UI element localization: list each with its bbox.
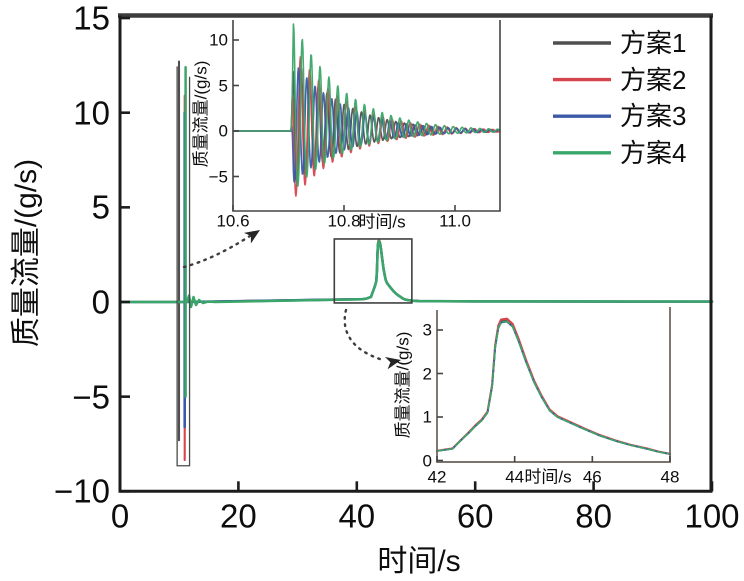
top-inset-series-line-4 — [233, 23, 500, 187]
main-y-tick-label: 15 — [73, 0, 110, 37]
bottom-inset-y-tick-label: 0 — [422, 451, 432, 470]
main-series-line-4 — [118, 66, 714, 398]
main-x-axis-label: 时间/s — [377, 545, 461, 578]
bottom-inset-x-tick-label: 46 — [582, 467, 602, 487]
main-x-tick-label: 60 — [456, 497, 494, 535]
bottom-inset-y-tick-label: 3 — [422, 320, 432, 340]
zoom-arrow-head — [244, 230, 260, 244]
bump-zoom-box — [333, 238, 413, 304]
bottom-inset-x-tick-label: 42 — [427, 467, 447, 487]
top-inset-x-axis-label: 时间/s — [358, 212, 406, 232]
main-y-tick-label: 10 — [73, 94, 110, 132]
main-x-tick-label: 20 — [220, 497, 257, 535]
main-x-tick-label: 0 — [110, 497, 130, 535]
zoom-arrow-bump-to-bottom-inset — [343, 308, 385, 362]
bottom-inset-y-axis-label: 质量流量/(g/s) — [393, 331, 413, 439]
main-y-tick-label: −10 — [54, 472, 110, 510]
top-inset-y-tick-label: 5 — [218, 76, 228, 95]
main-x-tick-label: 80 — [575, 497, 612, 535]
top-inset-y-tick-label: 0 — [218, 121, 228, 141]
main-x-tick-label: 40 — [338, 497, 376, 535]
bottom-inset-y-tick-label: 2 — [422, 364, 432, 383]
legend-label-2: 方案2 — [620, 64, 687, 95]
legend-label-1: 方案1 — [620, 28, 687, 58]
bottom-inset-y-tick-label: 1 — [422, 407, 432, 427]
legend-label-4: 方案4 — [620, 137, 687, 168]
spike-zoom-box — [176, 66, 191, 467]
bottom-inset-x-axis-label: 时间/s — [524, 467, 572, 487]
main-y-tick-label: 5 — [91, 188, 110, 226]
legend-label-3: 方案3 — [620, 101, 687, 132]
bottom-inset-background — [437, 307, 670, 462]
top-inset-axes — [232, 20, 501, 212]
main-y-tick-label: 0 — [91, 283, 110, 321]
zoom-arrow-spike-to-top-inset — [182, 234, 252, 269]
bottom-inset-x-tick-label: 44 — [505, 467, 525, 487]
bottom-inset-series-line-4 — [436, 320, 671, 455]
bottom-inset-x-tick-label: 48 — [660, 467, 680, 487]
main-x-tick-label: 100 — [684, 497, 740, 535]
zoom-arrow-head — [385, 357, 401, 370]
top-inset-x-tick-label: 10.8 — [327, 211, 361, 231]
top-inset-x-tick-label: 10.6 — [216, 211, 250, 231]
bottom-inset-axes — [436, 307, 671, 463]
top-inset-x-tick-label: 11.0 — [439, 211, 471, 231]
main-y-axis-label: 质量流量/(g/s) — [10, 158, 43, 348]
top-inset-curves — [233, 23, 500, 197]
main-y-tick-label: −5 — [72, 378, 110, 416]
top-inset-y-axis-label: 质量流量/(g/s) — [191, 60, 211, 168]
top-inset-y-tick-label: 10 — [209, 30, 228, 50]
top-inset-y-tick-label: −5 — [208, 167, 228, 186]
